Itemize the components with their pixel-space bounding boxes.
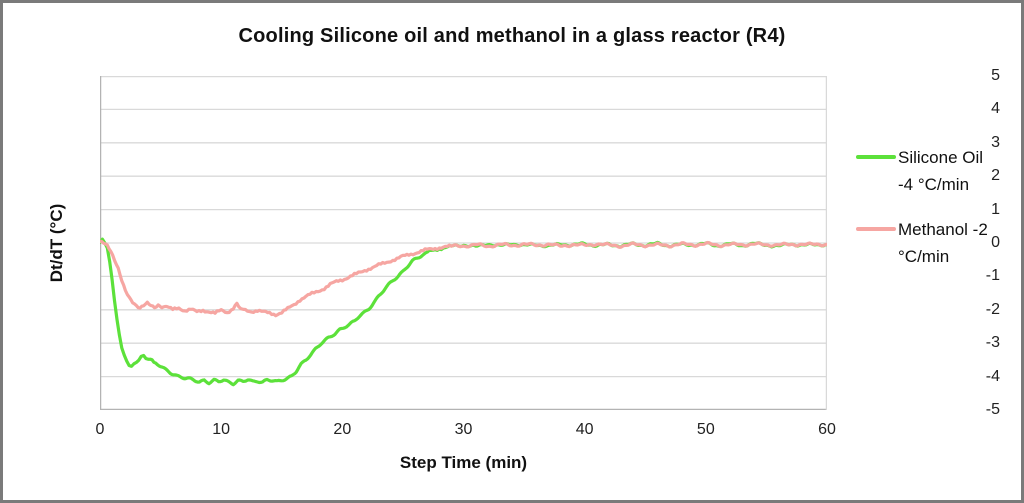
chart-title: Cooling Silicone oil and methanol in a g…: [238, 25, 786, 47]
x-tick-label: 50: [696, 421, 715, 438]
y-tick-label: -3: [985, 334, 1000, 352]
x-axis-title: Step Time (min): [399, 453, 528, 472]
y-tick-label: -2: [985, 300, 1000, 318]
legend-item-methanol: Methanol -2 °C/min: [856, 216, 1020, 270]
x-tick-label: 20: [333, 421, 352, 438]
plot-area: [100, 76, 827, 410]
legend-label-silicone-oil: Silicone Oil -4 °C/min: [898, 148, 984, 194]
y-tick-label: 0: [991, 234, 1000, 251]
y-tick-label: 3: [991, 133, 1000, 151]
y-tick-label: -4: [985, 367, 1000, 385]
legend-swatch-methanol: [856, 227, 896, 231]
legend-item-silicone-oil: Silicone Oil -4 °C/min: [856, 144, 1020, 198]
x-tick-label: 40: [575, 421, 594, 438]
series-line-methanol: [100, 239, 827, 318]
legend-label-methanol: Methanol -2 °C/min: [898, 220, 988, 266]
y-tick-label: 2: [991, 167, 1000, 185]
x-tick-label: 60: [818, 421, 836, 438]
x-tick-label: 0: [95, 421, 105, 438]
x-tick-label: 30: [454, 421, 473, 438]
legend: Silicone Oil -4 °C/min Methanol -2 °C/min: [856, 144, 1020, 270]
y-axis-title: Dt/dT (°C): [47, 203, 66, 283]
y-tick-label: 1: [991, 200, 1000, 218]
y-tick-label: -1: [985, 267, 1000, 285]
legend-swatch-silicone-oil: [856, 155, 896, 159]
y-tick-label: -5: [985, 401, 1000, 418]
y-tick-label: 5: [991, 67, 1000, 84]
y-tick-label: 4: [991, 100, 1000, 118]
x-tick-label: 10: [212, 421, 231, 438]
